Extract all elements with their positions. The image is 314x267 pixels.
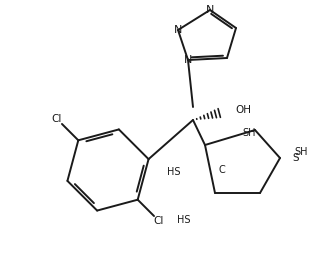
Text: N: N bbox=[184, 55, 192, 65]
Text: S: S bbox=[292, 153, 299, 163]
Text: C: C bbox=[219, 165, 225, 175]
Text: SH: SH bbox=[242, 128, 256, 138]
Text: HS: HS bbox=[167, 167, 181, 177]
Text: SH: SH bbox=[294, 147, 307, 157]
Text: N: N bbox=[174, 25, 182, 35]
Text: Cl: Cl bbox=[154, 216, 164, 226]
Text: N: N bbox=[206, 5, 214, 15]
Text: HS: HS bbox=[177, 215, 191, 225]
Text: OH: OH bbox=[235, 105, 251, 115]
Text: Cl: Cl bbox=[52, 114, 62, 124]
